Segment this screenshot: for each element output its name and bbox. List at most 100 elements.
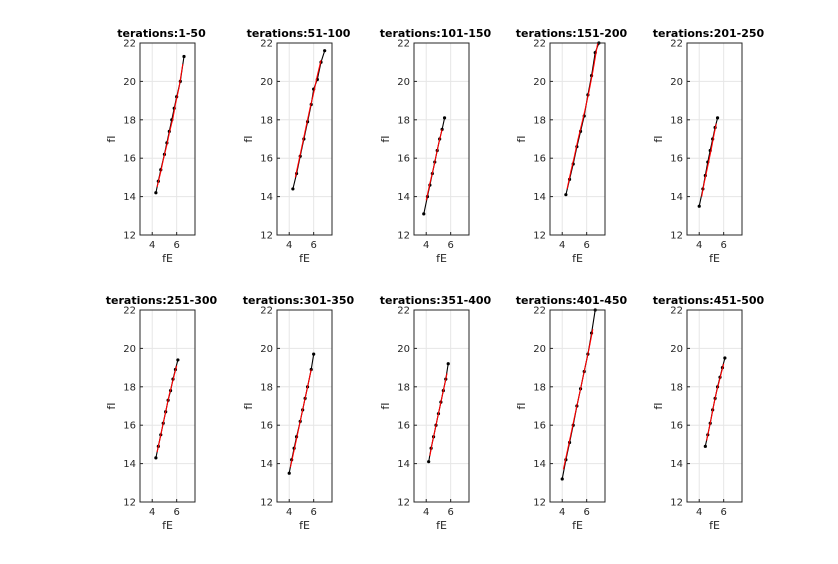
y-tick-label: 14 (533, 459, 546, 470)
subplot-title: terations:151-200 (516, 27, 628, 40)
y-tick-label: 16 (260, 421, 273, 432)
y-tick-label: 22 (260, 39, 273, 50)
data-point (715, 116, 720, 120)
series-line-2 (289, 369, 312, 468)
data-point (287, 471, 291, 475)
y-axis-label: fI (652, 135, 665, 142)
axes-frame (139, 42, 196, 236)
x-axis-label: fE (162, 519, 173, 532)
y-tick-label: 18 (670, 382, 683, 393)
y-tick-label: 20 (397, 344, 410, 355)
y-tick-label: 16 (670, 421, 683, 432)
x-axis-label: fE (299, 252, 310, 265)
y-tick-label: 16 (670, 154, 683, 165)
data-point (427, 460, 431, 464)
subplot-6: 4 6 12 14 16 18 20 22 fE fI terations:251-300 (105, 294, 218, 532)
subplot-title: terations:301-350 (243, 294, 355, 307)
y-tick-label: 20 (533, 77, 546, 88)
data-point (697, 204, 701, 208)
x-axis-label: fE (709, 252, 720, 265)
y-tick-label: 22 (397, 39, 410, 50)
data-point (560, 477, 564, 481)
y-tick-label: 12 (670, 498, 683, 509)
subplot-4: 4 6 12 14 16 18 20 22 fE fI terations:151-200 (515, 27, 628, 265)
y-tick-label: 16 (397, 154, 410, 165)
y-tick-label: 22 (670, 39, 683, 50)
y-tick-label: 18 (123, 382, 136, 393)
data-point (154, 191, 158, 195)
y-axis-label: fI (242, 402, 255, 409)
y-tick-label: 22 (397, 306, 410, 317)
plot-area (140, 310, 195, 502)
data-point (154, 456, 158, 460)
x-tick-label: 6 (173, 507, 179, 518)
data-point (723, 356, 727, 360)
y-tick-label: 22 (123, 306, 136, 317)
data-point (312, 352, 316, 356)
y-tick-label: 20 (670, 77, 683, 88)
y-axis-label: fI (105, 135, 118, 142)
y-axis-label: fI (105, 402, 118, 409)
series-line-2 (429, 373, 448, 456)
data-point (440, 127, 444, 131)
x-axis-label: fE (162, 252, 173, 265)
y-tick-label: 22 (260, 306, 273, 317)
y-tick-label: 14 (397, 192, 410, 203)
subplot-title: terations:1-50 (117, 27, 206, 40)
y-tick-label: 14 (260, 192, 273, 203)
y-tick-label: 12 (123, 498, 136, 509)
y-axis-label: fI (515, 135, 528, 142)
plot-area (414, 310, 469, 502)
y-tick-label: 18 (397, 382, 410, 393)
y-tick-label: 18 (123, 115, 136, 126)
y-tick-label: 22 (533, 306, 546, 317)
subplot-title: terations:401-450 (516, 294, 628, 307)
axes-frame (139, 309, 196, 503)
y-tick-label: 12 (533, 231, 546, 242)
y-axis-label: fI (379, 402, 392, 409)
subplot-2: 4 6 12 14 16 18 20 22 fE fI terations:51-100 (242, 27, 351, 265)
y-tick-label: 20 (670, 344, 683, 355)
y-tick-label: 18 (397, 115, 410, 126)
subplot-10: 4 6 12 14 16 18 20 22 fE fI terations:451-500 (652, 294, 765, 532)
axes-frame (549, 309, 606, 503)
x-tick-label: 6 (720, 507, 726, 518)
subplot-title: terations:101-150 (380, 27, 492, 40)
x-tick-label: 4 (286, 507, 292, 518)
y-tick-label: 18 (533, 382, 546, 393)
subplot-title: terations:201-250 (653, 27, 765, 40)
y-tick-label: 22 (123, 39, 136, 50)
y-tick-label: 16 (260, 154, 273, 165)
plot-area (277, 310, 332, 502)
y-tick-label: 18 (260, 115, 273, 126)
x-axis-label: fE (299, 519, 310, 532)
y-tick-label: 14 (397, 459, 410, 470)
x-tick-label: 4 (149, 240, 155, 251)
x-tick-label: 6 (583, 240, 589, 251)
axes-frame (686, 42, 743, 236)
subplot-8: 4 6 12 14 16 18 20 22 fE fI terations:351-400 (379, 294, 492, 532)
y-tick-label: 14 (670, 459, 683, 470)
y-tick-label: 18 (670, 115, 683, 126)
x-tick-label: 6 (173, 240, 179, 251)
y-tick-label: 16 (533, 421, 546, 432)
series-line-2 (701, 123, 717, 197)
subplot-7: 4 6 12 14 16 18 20 22 fE fI terations:301-350 (242, 294, 355, 532)
y-tick-label: 16 (533, 154, 546, 165)
x-tick-label: 4 (423, 507, 429, 518)
x-tick-label: 4 (696, 240, 702, 251)
y-tick-label: 14 (123, 459, 136, 470)
y-axis-label: fI (242, 135, 255, 142)
axes-frame (549, 42, 606, 236)
series-line-2 (562, 329, 594, 470)
y-tick-label: 12 (397, 231, 410, 242)
series-line-2 (706, 363, 725, 441)
series-line-1 (565, 42, 600, 195)
x-tick-label: 4 (286, 240, 292, 251)
x-tick-label: 6 (447, 507, 453, 518)
y-tick-label: 14 (533, 192, 546, 203)
y-tick-label: 14 (260, 459, 273, 470)
x-axis-label: fE (436, 519, 447, 532)
series-line-2 (156, 365, 178, 453)
